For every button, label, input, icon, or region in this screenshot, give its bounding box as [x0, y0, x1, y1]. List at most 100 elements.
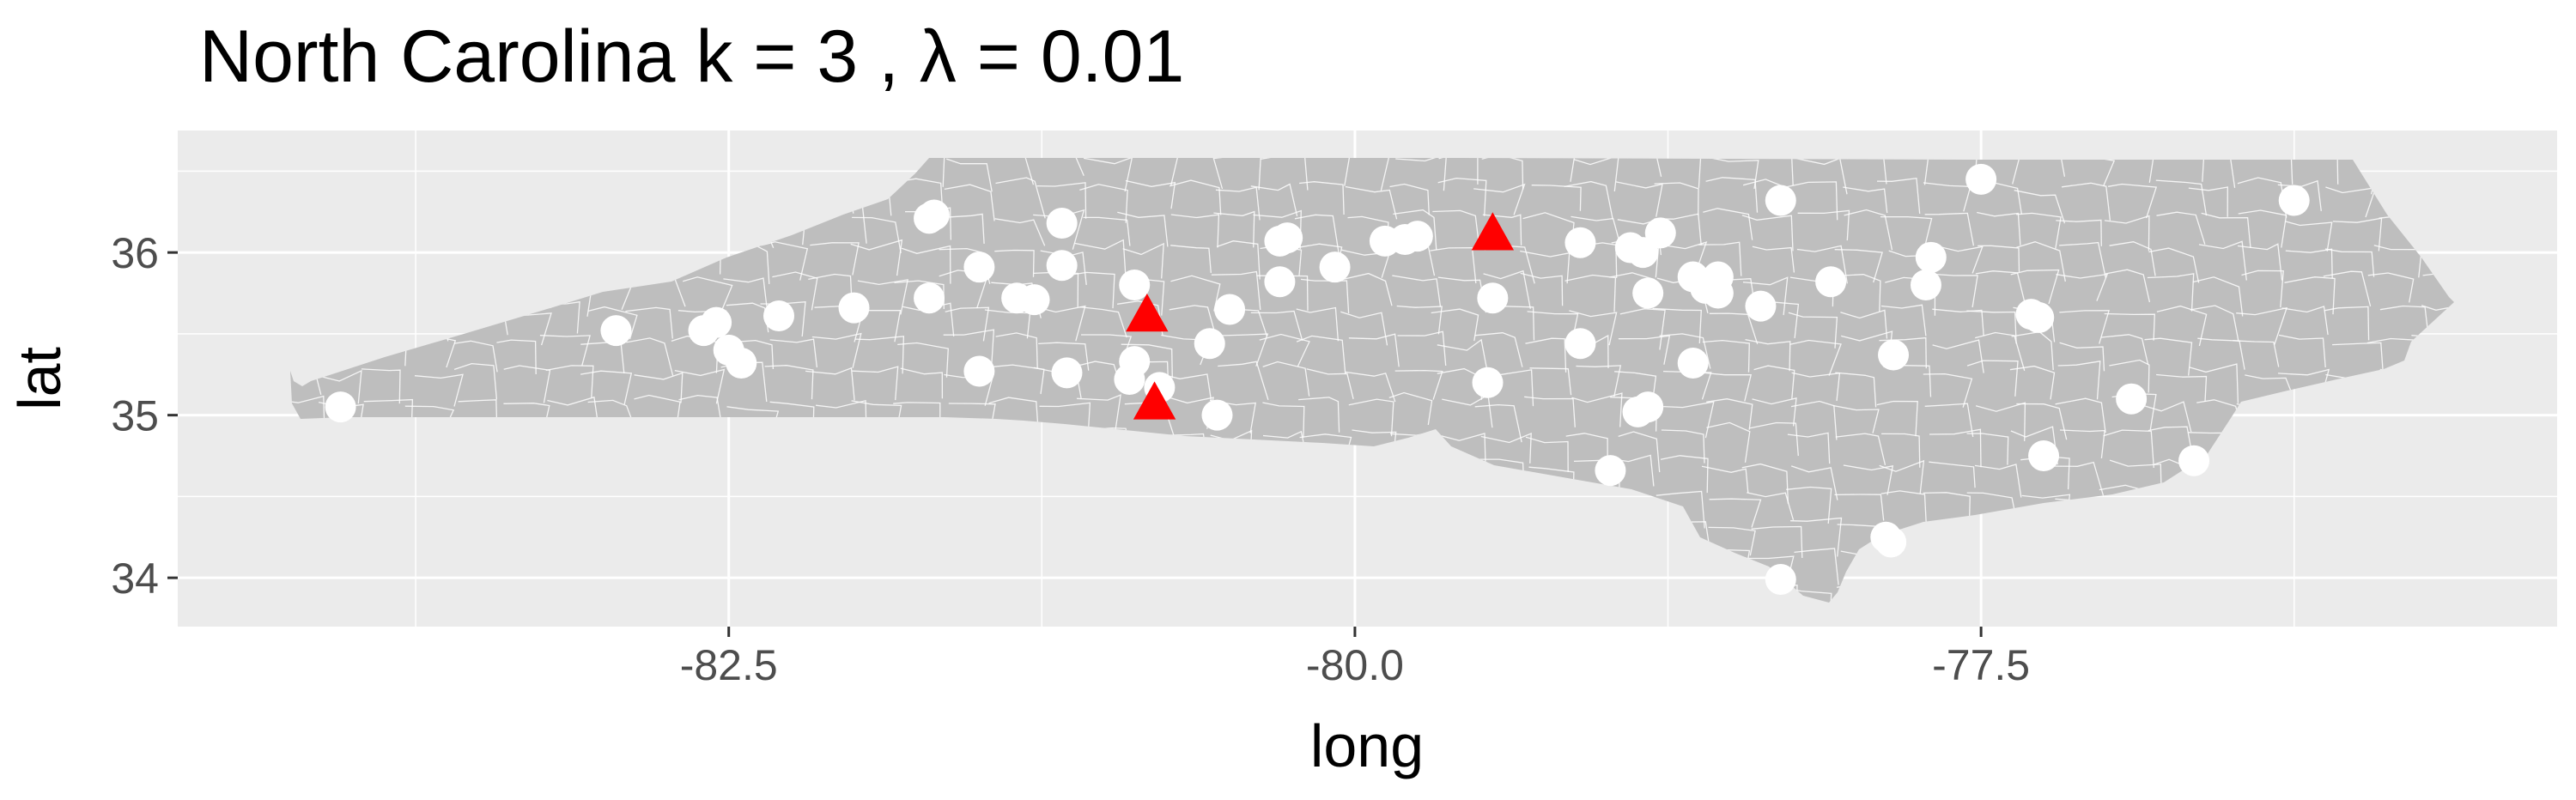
county-boundary [1250, 183, 1298, 217]
county-boundary [1392, 275, 1442, 307]
county-boundary [2056, 219, 2102, 246]
county-boundary [945, 158, 993, 192]
county-boundary [1880, 304, 1927, 336]
county-boundary [1122, 242, 1164, 279]
county-boundary [2059, 310, 2110, 344]
county-boundary [943, 213, 985, 244]
county-boundary [1033, 158, 1084, 177]
county-boundary [2557, 247, 2576, 285]
county-boundary [1701, 465, 1749, 494]
county-boundary [1217, 333, 1269, 367]
data-point [1214, 294, 1246, 325]
county-boundary [2016, 403, 2068, 440]
cluster-centers [1126, 212, 1515, 420]
county-boundary [1751, 525, 1803, 559]
county-boundary [1657, 158, 1702, 188]
county-boundary [2156, 211, 2206, 245]
county-boundary [852, 366, 899, 401]
data-point [1632, 277, 1664, 309]
data-point [1878, 339, 1910, 371]
county-boundary [1745, 338, 1791, 372]
county-boundary [1388, 391, 1433, 426]
county-boundary [1880, 490, 1928, 529]
county-boundary [1970, 158, 2021, 185]
county-boundary [2109, 459, 2162, 488]
data-point [2116, 383, 2148, 415]
county-boundary [1878, 158, 1929, 185]
county-boundary [1525, 337, 1567, 373]
data-point [1472, 367, 1504, 398]
county-boundary [1926, 273, 1978, 308]
county-boundary [1705, 177, 1759, 213]
county-boundary [1796, 245, 1848, 284]
county-boundary [1395, 158, 1448, 191]
county-boundary [361, 368, 401, 404]
data-point [1046, 208, 1078, 239]
county-boundary [2189, 363, 2239, 403]
county-boundary [2324, 306, 2370, 341]
county-boundary [1259, 333, 1310, 367]
county-boundary [1296, 306, 1340, 342]
county-boundary [678, 394, 723, 428]
county-boundary [993, 364, 1045, 395]
county-boundary [1394, 369, 1443, 400]
county-boundary [1708, 526, 1756, 556]
county-boundary [1529, 367, 1572, 396]
chart-title: North Carolina k = 3 , λ = 0.01 [199, 15, 1184, 98]
county-boundary [454, 340, 498, 373]
county-boundary [1790, 400, 1838, 440]
county-boundary [1977, 211, 2021, 245]
county-boundary [1654, 182, 1699, 215]
county-boundary [1474, 332, 1523, 367]
county-boundary [1342, 158, 1390, 191]
county-boundary [1661, 429, 1705, 464]
county-boundary [1843, 464, 1894, 495]
county-boundary [1348, 333, 1400, 367]
county-boundary [674, 368, 726, 404]
county-boundary [1966, 360, 2019, 397]
county-boundary [995, 177, 1046, 219]
county-boundary [2063, 158, 2116, 186]
data-point [1875, 526, 1907, 558]
county-boundary [1262, 402, 1305, 438]
county-boundary [1571, 215, 1623, 251]
county-boundary [1128, 158, 1180, 186]
county-boundary [810, 242, 860, 276]
county-boundary [2277, 179, 2322, 211]
county-boundary [2156, 305, 2208, 347]
county-boundary [1483, 270, 1531, 309]
county-boundary [1618, 431, 1661, 473]
county-boundary [2016, 212, 2062, 249]
county-boundary [1079, 184, 1128, 223]
data-point [1114, 363, 1145, 395]
county-boundary [2323, 270, 2372, 307]
county-boundary [587, 306, 638, 340]
county-boundary [2201, 212, 2251, 249]
data-point [1965, 163, 1997, 195]
county-boundary [1706, 398, 1753, 430]
county-boundary [1036, 182, 1087, 219]
county-boundary [2059, 342, 2105, 372]
county-boundary [944, 184, 995, 221]
county-boundary [1609, 158, 1662, 177]
data-points [325, 163, 2310, 596]
county-boundary [994, 218, 1046, 246]
county-boundary [1571, 392, 1623, 427]
county-boundary [2281, 306, 2329, 336]
data-point [1051, 357, 1083, 389]
county-boundary [580, 370, 633, 405]
county-boundary [634, 394, 681, 430]
county-boundary [1216, 240, 1261, 280]
county-boundary [1844, 209, 1893, 251]
county-boundary [1438, 158, 1479, 185]
county-boundary [1473, 183, 1526, 215]
county-boundary [1077, 394, 1121, 434]
tick-labels: -82.5 -80.0 -77.5 34 35 36 [111, 229, 2030, 689]
data-point [1915, 241, 1947, 273]
county-boundary [2197, 337, 2245, 370]
data-point [914, 282, 945, 314]
county-boundary [1213, 210, 1255, 248]
y-tick-label: 36 [111, 229, 159, 277]
county-boundary [1923, 182, 1971, 212]
